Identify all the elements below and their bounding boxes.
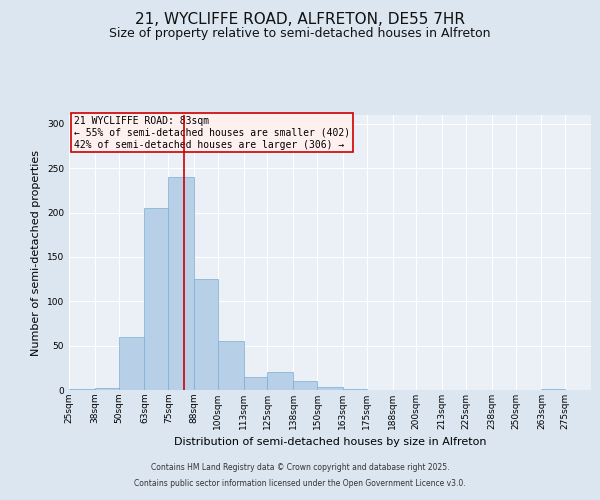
Bar <box>168 177 194 390</box>
Bar <box>95 388 119 390</box>
Y-axis label: Number of semi-detached properties: Number of semi-detached properties <box>31 150 41 356</box>
Bar <box>343 389 367 390</box>
Bar <box>218 341 244 390</box>
Bar <box>244 376 268 390</box>
Bar <box>119 337 145 390</box>
Text: 21, WYCLIFFE ROAD, ALFRETON, DE55 7HR: 21, WYCLIFFE ROAD, ALFRETON, DE55 7HR <box>135 12 465 28</box>
Text: Size of property relative to semi-detached houses in Alfreton: Size of property relative to semi-detach… <box>109 28 491 40</box>
Bar <box>194 279 218 390</box>
Text: Contains HM Land Registry data © Crown copyright and database right 2025.: Contains HM Land Registry data © Crown c… <box>151 464 449 472</box>
X-axis label: Distribution of semi-detached houses by size in Alfreton: Distribution of semi-detached houses by … <box>174 438 486 448</box>
Text: Contains public sector information licensed under the Open Government Licence v3: Contains public sector information licen… <box>134 478 466 488</box>
Bar <box>145 208 168 390</box>
Bar <box>69 389 95 390</box>
Bar <box>317 388 343 390</box>
Bar <box>268 372 293 390</box>
Text: 21 WYCLIFFE ROAD: 83sqm
← 55% of semi-detached houses are smaller (402)
42% of s: 21 WYCLIFFE ROAD: 83sqm ← 55% of semi-de… <box>74 116 350 150</box>
Bar <box>541 389 565 390</box>
Bar <box>293 381 317 390</box>
